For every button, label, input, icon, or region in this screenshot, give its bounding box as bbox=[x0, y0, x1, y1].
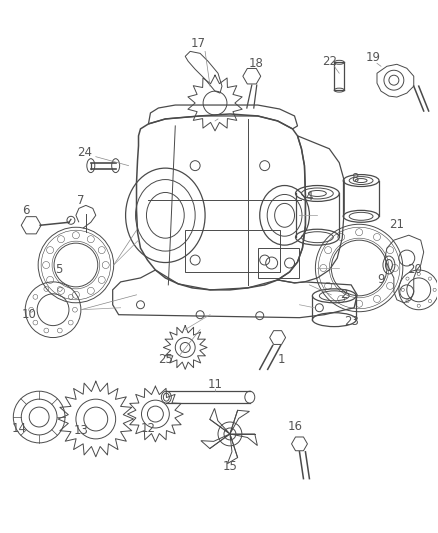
Text: 24: 24 bbox=[78, 146, 92, 159]
Text: 10: 10 bbox=[22, 308, 37, 321]
Text: 6: 6 bbox=[22, 204, 30, 217]
Text: 5: 5 bbox=[55, 263, 63, 277]
Text: 15: 15 bbox=[223, 460, 237, 473]
Text: 17: 17 bbox=[191, 37, 205, 50]
Text: 21: 21 bbox=[389, 218, 404, 231]
Text: 12: 12 bbox=[141, 423, 156, 435]
Text: 2: 2 bbox=[340, 288, 348, 301]
Text: 18: 18 bbox=[248, 57, 263, 70]
Text: 11: 11 bbox=[208, 378, 223, 391]
Text: 20: 20 bbox=[407, 263, 422, 277]
Bar bbox=[185, 230, 279, 272]
Text: 19: 19 bbox=[366, 51, 381, 64]
Text: 16: 16 bbox=[288, 421, 303, 433]
Text: 25: 25 bbox=[158, 353, 173, 366]
Text: 23: 23 bbox=[344, 315, 359, 328]
Bar bbox=[258, 248, 300, 278]
Text: 14: 14 bbox=[12, 423, 27, 435]
Text: 13: 13 bbox=[74, 424, 88, 438]
Text: 4: 4 bbox=[306, 190, 313, 203]
Text: 22: 22 bbox=[322, 55, 337, 68]
Text: 8: 8 bbox=[351, 172, 359, 185]
Text: 7: 7 bbox=[77, 194, 85, 207]
Text: 1: 1 bbox=[278, 353, 285, 366]
Text: 9: 9 bbox=[377, 273, 385, 286]
